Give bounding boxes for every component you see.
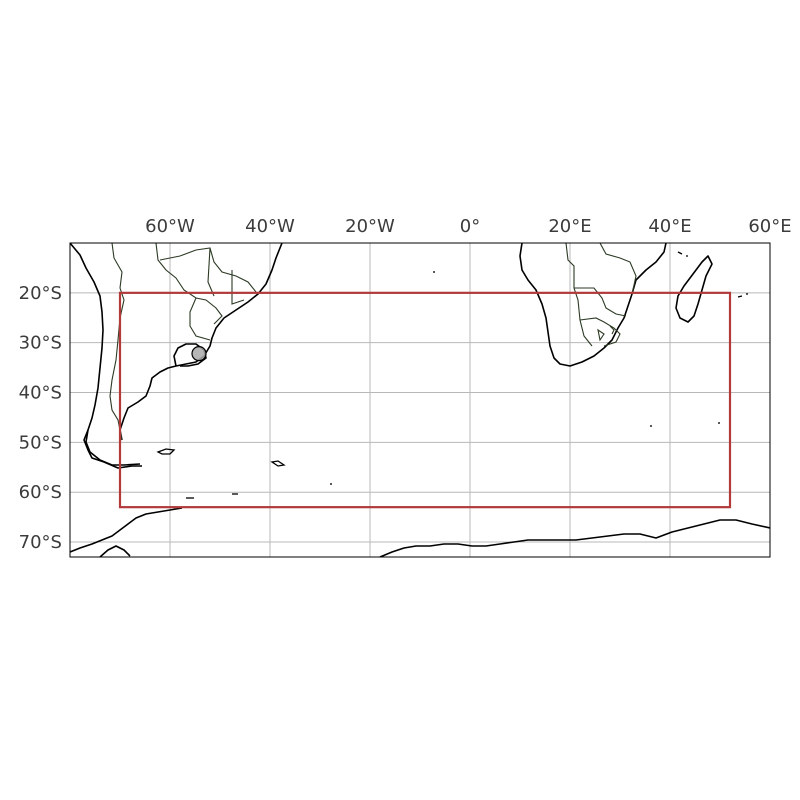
lon-tick-label: 20°E: [548, 216, 591, 237]
marker-layer: [191, 346, 207, 362]
south-georgia-island: [270, 460, 286, 467]
antarctica-coast: [379, 519, 770, 557]
lat-tick-label: 60°S: [19, 482, 62, 503]
islands: [156, 251, 748, 499]
comoros-islands: [677, 251, 688, 257]
coastlines: [70, 243, 770, 557]
lon-tick-label: 0°: [460, 216, 480, 237]
lat-tick-label: 30°S: [19, 333, 62, 354]
lon-tick-label: 40°E: [648, 216, 691, 237]
box-layer: [118, 291, 732, 509]
lat-tick-label: 70°S: [19, 532, 62, 553]
country-borders: [109, 243, 637, 441]
study-region-box: [118, 291, 732, 509]
africa-coast: [519, 243, 667, 367]
lon-tick-label: 60°W: [145, 216, 195, 237]
site-marker: [191, 346, 207, 362]
lat-tick-label: 50°S: [19, 432, 62, 453]
longitude-labels: 60°W 40°W 20°W 0° 20°E 40°E 60°E: [145, 216, 791, 237]
antarctic-peninsula-coast: [70, 507, 183, 557]
map-frame: [69, 242, 771, 558]
ocean-background: [70, 243, 770, 557]
lon-tick-label: 40°W: [245, 216, 295, 237]
lon-tick-label: 60°E: [748, 216, 791, 237]
south-america-borders: [109, 243, 257, 441]
latitude-labels: 20°S 30°S 40°S 50°S 60°S 70°S: [19, 283, 62, 553]
madagascar-coast: [675, 255, 713, 323]
lat-tick-label: 40°S: [19, 383, 62, 404]
lon-tick-label: 20°W: [345, 216, 395, 237]
lat-tick-label: 20°S: [19, 283, 62, 304]
tierra-del-fuego-coast: [83, 429, 142, 469]
falkland-islands: [156, 448, 176, 455]
mascarene-islands: [737, 293, 748, 298]
southern-africa-borders: [565, 243, 637, 347]
